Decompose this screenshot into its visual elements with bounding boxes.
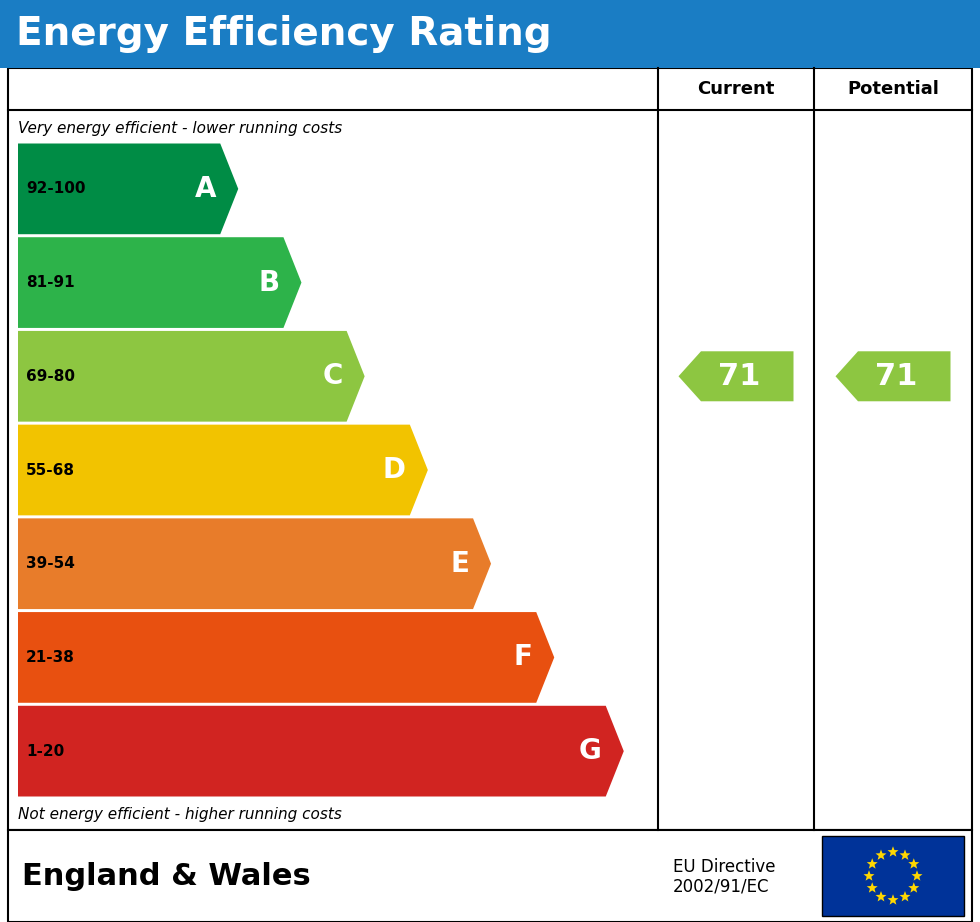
Text: 92-100: 92-100 [26,182,85,196]
Text: England & Wales: England & Wales [22,861,311,891]
Polygon shape [863,870,874,881]
Polygon shape [900,849,910,860]
Text: G: G [579,738,602,765]
Bar [0,0,980,68]
Text: Current: Current [698,80,774,98]
Text: 81-91: 81-91 [26,275,74,290]
Polygon shape [18,331,365,421]
Polygon shape [18,612,555,703]
Text: 55-68: 55-68 [26,463,75,478]
Text: 71: 71 [718,361,760,391]
Polygon shape [866,882,878,892]
Text: Energy Efficiency Rating: Energy Efficiency Rating [16,15,552,53]
Polygon shape [911,870,922,881]
Polygon shape [678,351,794,401]
Text: 69-80: 69-80 [26,369,75,384]
Text: Not energy efficient - higher running costs: Not energy efficient - higher running co… [18,807,342,822]
Text: 21-38: 21-38 [26,650,74,665]
Text: 1-20: 1-20 [26,744,65,759]
Polygon shape [18,425,428,515]
Text: F: F [514,644,532,671]
Polygon shape [18,237,302,328]
Polygon shape [18,518,491,609]
Bar [8,830,972,922]
Text: Potential: Potential [847,80,939,98]
Text: D: D [383,456,406,484]
Polygon shape [18,705,623,797]
Polygon shape [900,891,910,902]
Polygon shape [18,144,238,234]
Polygon shape [875,891,887,902]
Text: Very energy efficient - lower running costs: Very energy efficient - lower running co… [18,121,342,136]
Polygon shape [875,849,887,860]
Polygon shape [866,858,878,869]
Polygon shape [888,894,899,904]
Polygon shape [908,858,919,869]
Bar [8,68,972,830]
Polygon shape [836,351,951,401]
Text: 2002/91/EC: 2002/91/EC [673,877,769,895]
Text: A: A [195,175,217,203]
Text: 71: 71 [875,361,917,391]
Polygon shape [888,846,899,857]
Bar [822,836,964,916]
Polygon shape [908,882,919,892]
Text: 39-54: 39-54 [26,556,74,572]
Text: C: C [322,362,343,390]
Text: E: E [450,550,469,578]
Text: EU Directive: EU Directive [673,858,775,876]
Text: B: B [259,268,279,297]
